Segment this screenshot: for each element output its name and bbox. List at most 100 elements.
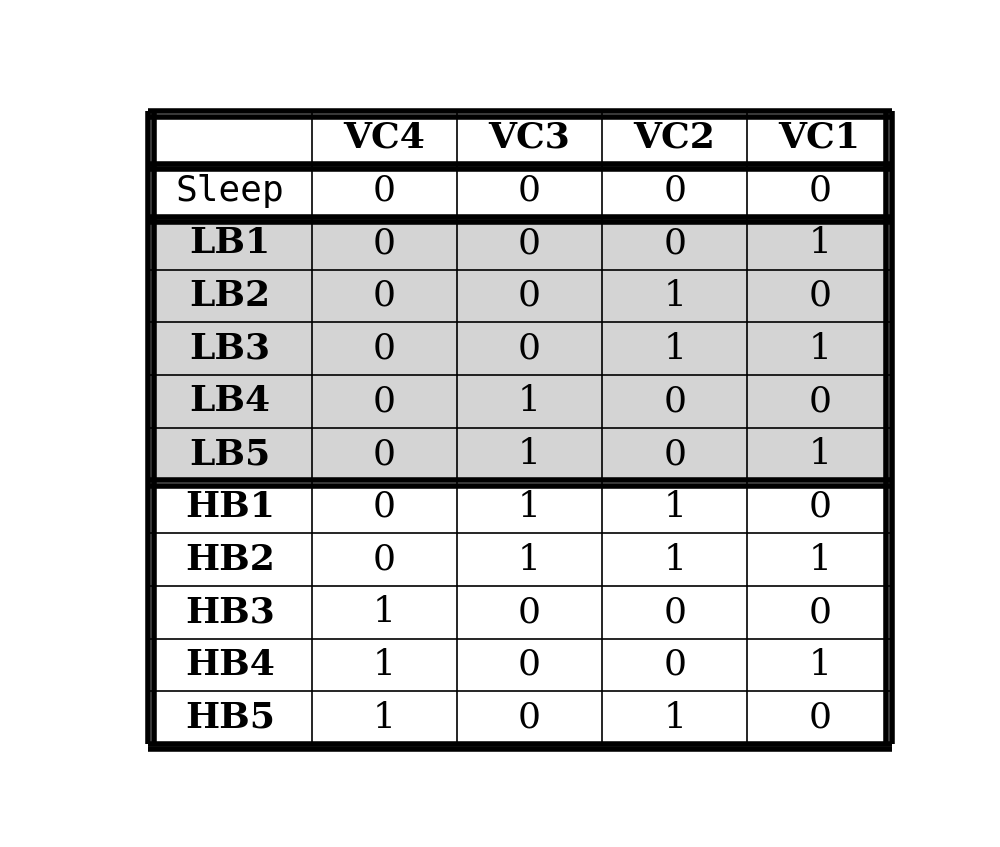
Bar xyxy=(747,375,892,428)
Bar xyxy=(747,323,892,375)
Bar xyxy=(148,428,312,480)
Text: 0: 0 xyxy=(373,385,396,418)
Bar xyxy=(602,112,747,164)
Text: 0: 0 xyxy=(808,595,831,629)
Text: Sleep: Sleep xyxy=(176,174,284,208)
Text: 0: 0 xyxy=(518,648,541,682)
Bar xyxy=(747,428,892,480)
Text: 0: 0 xyxy=(373,437,396,471)
Bar xyxy=(747,217,892,269)
Text: 0: 0 xyxy=(808,385,831,418)
Bar xyxy=(747,480,892,533)
Text: 1: 1 xyxy=(808,437,831,471)
Bar xyxy=(148,480,312,533)
Bar xyxy=(747,164,892,217)
Text: 0: 0 xyxy=(808,490,831,523)
Text: 0: 0 xyxy=(373,490,396,523)
Text: LB4: LB4 xyxy=(190,385,271,418)
Bar xyxy=(148,217,312,269)
Bar xyxy=(457,164,602,217)
Bar xyxy=(602,375,747,428)
Bar xyxy=(747,586,892,639)
Text: 0: 0 xyxy=(663,648,686,682)
Bar xyxy=(457,217,602,269)
Bar xyxy=(602,269,747,323)
Bar xyxy=(457,375,602,428)
Bar xyxy=(747,639,892,691)
Text: VC1: VC1 xyxy=(779,121,861,155)
Text: 1: 1 xyxy=(373,700,396,734)
Bar xyxy=(457,428,602,480)
Bar xyxy=(148,639,312,691)
Text: 0: 0 xyxy=(373,543,396,577)
Bar xyxy=(312,164,457,217)
Bar xyxy=(148,691,312,744)
Text: 1: 1 xyxy=(373,648,396,682)
Bar xyxy=(747,112,892,164)
Bar xyxy=(602,217,747,269)
Text: 0: 0 xyxy=(373,332,396,366)
Text: 1: 1 xyxy=(808,543,831,577)
Text: VC2: VC2 xyxy=(634,121,716,155)
Bar xyxy=(457,586,602,639)
Text: 1: 1 xyxy=(808,332,831,366)
Text: 1: 1 xyxy=(663,543,686,577)
Bar xyxy=(602,586,747,639)
Text: 0: 0 xyxy=(808,700,831,734)
Text: HB3: HB3 xyxy=(185,595,275,629)
Bar xyxy=(457,112,602,164)
Bar xyxy=(602,639,747,691)
Bar xyxy=(312,586,457,639)
Bar xyxy=(602,428,747,480)
Text: 0: 0 xyxy=(373,226,396,260)
Text: 1: 1 xyxy=(663,279,686,313)
Text: VC3: VC3 xyxy=(489,121,570,155)
Bar xyxy=(148,323,312,375)
Bar xyxy=(747,269,892,323)
Text: LB5: LB5 xyxy=(189,437,271,471)
Bar xyxy=(148,112,312,164)
Bar xyxy=(312,533,457,586)
Bar xyxy=(312,480,457,533)
Text: HB2: HB2 xyxy=(185,543,275,577)
Bar xyxy=(747,691,892,744)
Text: 0: 0 xyxy=(518,279,541,313)
Text: 0: 0 xyxy=(808,279,831,313)
Bar xyxy=(148,586,312,639)
Text: 0: 0 xyxy=(663,437,686,471)
Bar xyxy=(148,375,312,428)
Text: 0: 0 xyxy=(663,226,686,260)
Text: 0: 0 xyxy=(518,226,541,260)
Text: 0: 0 xyxy=(518,700,541,734)
Bar xyxy=(312,639,457,691)
Bar xyxy=(457,639,602,691)
Bar xyxy=(312,428,457,480)
Text: HB4: HB4 xyxy=(185,648,275,682)
Bar xyxy=(312,112,457,164)
Bar xyxy=(312,691,457,744)
Bar xyxy=(457,691,602,744)
Bar xyxy=(602,691,747,744)
Text: 1: 1 xyxy=(663,700,686,734)
Text: LB2: LB2 xyxy=(190,279,271,313)
Text: 0: 0 xyxy=(373,279,396,313)
Text: HB5: HB5 xyxy=(185,700,275,734)
Text: 0: 0 xyxy=(663,595,686,629)
Bar xyxy=(148,269,312,323)
Text: 0: 0 xyxy=(373,174,396,208)
Bar xyxy=(602,480,747,533)
Bar xyxy=(457,533,602,586)
Text: 1: 1 xyxy=(663,490,686,523)
Text: 1: 1 xyxy=(518,490,541,523)
Text: 0: 0 xyxy=(518,174,541,208)
Bar xyxy=(312,323,457,375)
Bar xyxy=(148,164,312,217)
Text: VC4: VC4 xyxy=(344,121,425,155)
Bar xyxy=(312,217,457,269)
Bar xyxy=(148,533,312,586)
Text: 1: 1 xyxy=(373,595,396,629)
Text: 1: 1 xyxy=(808,648,831,682)
Text: 1: 1 xyxy=(808,226,831,260)
Text: 0: 0 xyxy=(663,385,686,418)
Bar xyxy=(747,533,892,586)
